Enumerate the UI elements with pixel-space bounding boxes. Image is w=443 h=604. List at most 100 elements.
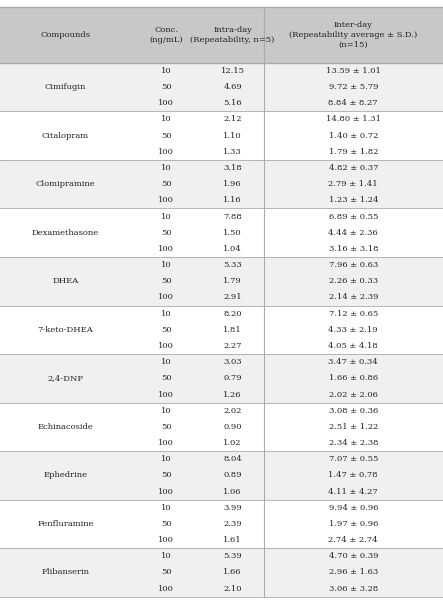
Text: Dexamethasone: Dexamethasone	[32, 229, 99, 237]
Text: 7-keto-DHEA: 7-keto-DHEA	[38, 326, 93, 334]
Text: 100: 100	[158, 245, 174, 253]
Text: 100: 100	[158, 99, 174, 108]
Bar	[0, 451, 443, 467]
Bar	[0, 516, 443, 532]
Text: 1.40 ± 0.72: 1.40 ± 0.72	[329, 132, 378, 140]
Text: 3.47 ± 0.34: 3.47 ± 0.34	[328, 358, 378, 366]
Text: 50: 50	[161, 568, 171, 576]
Text: 100: 100	[158, 148, 174, 156]
Text: 2.79 ± 1.41: 2.79 ± 1.41	[328, 180, 378, 188]
Text: 2.02: 2.02	[223, 406, 242, 415]
Text: 1.79: 1.79	[223, 277, 242, 285]
Bar	[0, 500, 443, 516]
Text: Compounds: Compounds	[40, 31, 90, 39]
Bar	[0, 208, 443, 225]
Text: 0.79: 0.79	[223, 374, 242, 382]
Text: 10: 10	[161, 358, 171, 366]
Text: 10: 10	[161, 115, 171, 123]
Text: 4.70 ± 0.39: 4.70 ± 0.39	[329, 552, 378, 561]
Text: 10: 10	[161, 504, 171, 512]
Bar	[0, 79, 443, 95]
Bar	[0, 403, 443, 419]
Text: 5.33: 5.33	[223, 261, 242, 269]
Bar	[0, 225, 443, 241]
Text: 50: 50	[161, 520, 171, 528]
Bar	[0, 63, 443, 79]
Text: 1.50: 1.50	[223, 229, 242, 237]
Text: Fenfluramine: Fenfluramine	[37, 520, 93, 528]
Bar	[131, 7, 202, 63]
Text: 8.20: 8.20	[223, 310, 242, 318]
Text: 1.06: 1.06	[223, 487, 242, 496]
Text: 7.88: 7.88	[223, 213, 242, 220]
Text: 2.39: 2.39	[223, 520, 242, 528]
Text: 0.89: 0.89	[223, 471, 242, 480]
Text: 10: 10	[161, 406, 171, 415]
Bar	[0, 564, 443, 580]
Text: 100: 100	[158, 439, 174, 447]
Text: 10: 10	[161, 261, 171, 269]
Text: Intra-day
(Repeatability, n=5): Intra-day (Repeatability, n=5)	[190, 26, 275, 44]
Text: 3.06 ± 3.28: 3.06 ± 3.28	[329, 585, 378, 593]
Bar	[0, 160, 443, 176]
Text: 2.02 ± 2.06: 2.02 ± 2.06	[329, 391, 378, 399]
Text: Citalopram: Citalopram	[42, 132, 89, 140]
Text: 50: 50	[161, 277, 171, 285]
Text: 9.94 ± 0.96: 9.94 ± 0.96	[329, 504, 378, 512]
Text: 4.44 ± 2.36: 4.44 ± 2.36	[328, 229, 378, 237]
Bar	[0, 338, 443, 354]
Bar	[0, 370, 443, 387]
Text: 1.47 ± 0.78: 1.47 ± 0.78	[328, 471, 378, 480]
Text: 1.04: 1.04	[223, 245, 242, 253]
Text: 3.08 ± 0.36: 3.08 ± 0.36	[329, 406, 378, 415]
Text: 50: 50	[161, 180, 171, 188]
Text: Clomipramine: Clomipramine	[35, 180, 95, 188]
Bar	[0, 273, 443, 289]
Text: 1.61: 1.61	[223, 536, 242, 544]
Bar	[0, 483, 443, 500]
Text: 1.96: 1.96	[223, 180, 242, 188]
Text: 2.74 ± 2.74: 2.74 ± 2.74	[328, 536, 378, 544]
Text: 2.10: 2.10	[223, 585, 242, 593]
Text: 10: 10	[161, 552, 171, 561]
Text: 2.91: 2.91	[223, 294, 242, 301]
Text: 4.05 ± 4.18: 4.05 ± 4.18	[328, 342, 378, 350]
Text: 1.16: 1.16	[223, 196, 242, 204]
Text: 4.82 ± 0.37: 4.82 ± 0.37	[329, 164, 378, 172]
Text: 5.39: 5.39	[223, 552, 242, 561]
Text: 1.66: 1.66	[223, 568, 242, 576]
Text: 3.18: 3.18	[223, 164, 242, 172]
Text: DHEA: DHEA	[52, 277, 78, 285]
Text: 1.97 ± 0.96: 1.97 ± 0.96	[329, 520, 378, 528]
Text: 10: 10	[161, 164, 171, 172]
Text: 12.15: 12.15	[221, 67, 245, 75]
Text: Cimifugin: Cimifugin	[45, 83, 86, 91]
Bar	[0, 387, 443, 403]
Bar	[0, 419, 443, 435]
Text: 1.02: 1.02	[223, 439, 242, 447]
Text: 9.72 ± 5.79: 9.72 ± 5.79	[329, 83, 378, 91]
Text: 100: 100	[158, 585, 174, 593]
Text: 3.16 ± 3.18: 3.16 ± 3.18	[329, 245, 378, 253]
Text: Conc.
(ng/mL): Conc. (ng/mL)	[149, 26, 183, 44]
Text: 2.27: 2.27	[223, 342, 242, 350]
Text: 1.10: 1.10	[223, 132, 242, 140]
Bar	[0, 111, 443, 127]
Bar	[0, 289, 443, 306]
Text: 1.26: 1.26	[223, 391, 242, 399]
Text: 2.12: 2.12	[223, 115, 242, 123]
Bar	[264, 7, 443, 63]
Text: 13.59 ± 1.01: 13.59 ± 1.01	[326, 67, 381, 75]
Text: 100: 100	[158, 487, 174, 496]
Text: 7.07 ± 0.55: 7.07 ± 0.55	[329, 455, 378, 463]
Text: 2.34 ± 2.38: 2.34 ± 2.38	[329, 439, 378, 447]
Text: 2.96 ± 1.63: 2.96 ± 1.63	[329, 568, 378, 576]
Text: 50: 50	[161, 326, 171, 334]
Bar	[202, 7, 264, 63]
Text: 7.96 ± 0.63: 7.96 ± 0.63	[329, 261, 378, 269]
Text: 100: 100	[158, 536, 174, 544]
Text: 1.66 ± 0.86: 1.66 ± 0.86	[329, 374, 378, 382]
Bar	[0, 95, 443, 111]
Text: 4.69: 4.69	[223, 83, 242, 91]
Bar	[0, 192, 443, 208]
